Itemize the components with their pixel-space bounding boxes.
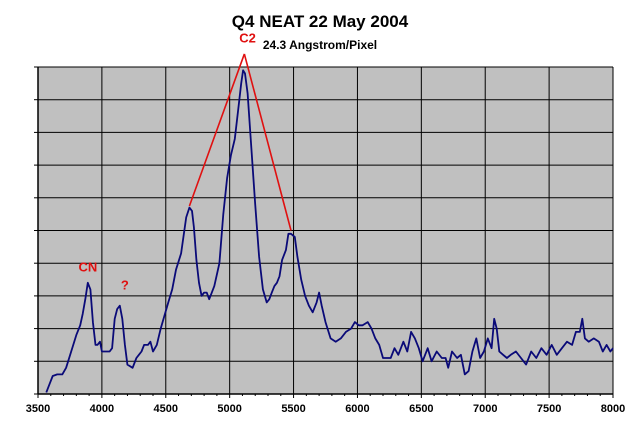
x-tick-label: 6500 <box>409 403 433 415</box>
spectrum-line <box>45 69 614 393</box>
annotation-label: C2 <box>239 30 256 45</box>
x-tick-label: 3500 <box>26 403 50 415</box>
x-tick-label: 5000 <box>217 403 241 415</box>
x-tick-label: 7000 <box>473 403 497 415</box>
x-tick-label: 8000 <box>601 403 625 415</box>
c2-pointer-line <box>243 53 292 231</box>
chart-subtitle: 24.3 Angstrom/Pixel <box>262 38 378 52</box>
c2-pointer-line <box>188 53 246 207</box>
x-tick-label: 4000 <box>90 403 114 415</box>
x-tick-label: 4500 <box>154 403 178 415</box>
annotation-label: ? <box>121 277 129 292</box>
x-tick-label: 7500 <box>537 403 561 415</box>
annotation-label: CN <box>78 259 97 274</box>
chart-title: Q4 NEAT 22 May 2004 <box>231 12 409 31</box>
x-tick-label: 6000 <box>345 403 369 415</box>
x-tick-label: 5500 <box>281 403 305 415</box>
